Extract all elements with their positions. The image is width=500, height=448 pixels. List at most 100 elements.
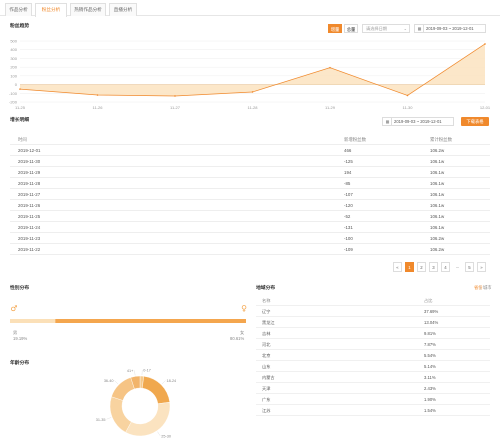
increment-toggle[interactable]: 增量 <box>328 24 342 33</box>
y-tick-label: 100 <box>10 73 17 78</box>
row-new-fans: 194 <box>344 170 352 175</box>
region-section-title: 地域分布 <box>256 286 276 291</box>
table-row: 2019-11-24 -131 106.1w <box>10 222 490 233</box>
table-row: 2019-11-28 -85 106.1w <box>10 178 490 189</box>
trend-date-range-text: 2019-09-03 ~ 2019-12-01 <box>426 26 474 31</box>
y-tick-label: -100 <box>9 91 18 96</box>
table-row: 2019-11-30 -125 106.1w <box>10 156 490 167</box>
row-date: 2019-11-24 <box>18 225 41 230</box>
total-toggle[interactable]: 总量 <box>344 24 358 33</box>
age-label-leader <box>114 380 119 385</box>
col-total-fans: 累计粉丝数 <box>430 137 452 142</box>
page-button-3[interactable]: 3 <box>429 262 438 272</box>
x-tick-label: 11-26 <box>93 105 104 110</box>
date-select[interactable]: 请选择日期 ⌄ <box>362 24 410 33</box>
row-new-fans: -131 <box>344 225 353 230</box>
region-row: 内蒙古 3.11% <box>256 373 490 383</box>
trend-area <box>20 43 485 96</box>
region-name: 吉林 <box>262 331 271 336</box>
region-name: 山东 <box>262 364 271 369</box>
region-name: 广东 <box>262 397 271 402</box>
calendar-icon: ▦ <box>384 118 392 125</box>
trend-point <box>329 66 331 69</box>
fans-trend-chart: 500 400 300 200 100 0 -100 -200 11-25 11-26 11-27… <box>9 39 491 111</box>
row-total-fans: 106.1w <box>430 214 445 219</box>
row-date: 2019-11-30 <box>18 159 41 164</box>
next-page-button[interactable]: » <box>477 262 486 272</box>
region-share: 5.54% <box>424 353 436 358</box>
col-share: 占比 <box>424 298 433 303</box>
tab-fans-analysis[interactable]: 粉丝分析 <box>35 3 67 17</box>
page-button-4[interactable]: 4 <box>441 262 450 272</box>
tab-hot-works-analysis[interactable]: 热销作品分析 <box>70 3 106 16</box>
details-date-range-picker[interactable]: ▦ 2019-09-03 ~ 2019-12-01 <box>382 117 454 126</box>
region-name: 黑龙江 <box>262 320 275 325</box>
row-total-fans: 106.2w <box>430 236 445 241</box>
y-tick-label: 300 <box>10 56 17 61</box>
row-date: 2019-11-28 <box>18 181 41 186</box>
age-label-leader <box>134 370 136 376</box>
region-share: 1.90% <box>424 397 436 402</box>
row-date: 2019-11-29 <box>18 170 41 175</box>
trend-point <box>174 95 176 97</box>
row-total-fans: 106.1w <box>430 181 445 186</box>
tab-live-analysis[interactable]: 直播分析 <box>109 3 137 16</box>
age-label-leader <box>106 417 112 420</box>
row-date: 2019-11-22 <box>18 247 41 252</box>
page-button-1[interactable]: 1 <box>405 262 414 272</box>
region-name: 天津 <box>262 386 271 391</box>
page-button-last[interactable]: 5 <box>465 262 474 272</box>
row-new-fans: -109 <box>344 247 353 252</box>
age-slice-label: 25-30 <box>161 434 171 438</box>
age-slice-label: 31-35 <box>96 418 106 422</box>
male-icon: ♂ <box>10 304 17 313</box>
region-share: 2.43% <box>424 386 436 391</box>
x-tick-label: 12-01 <box>480 105 491 110</box>
row-new-fans: 466 <box>344 148 352 153</box>
age-section-title: 年龄分布 <box>10 361 30 366</box>
age-label-leader <box>157 431 161 436</box>
trend-point <box>484 43 486 45</box>
y-tick-label: 500 <box>10 39 17 44</box>
female-bar-segment <box>55 319 247 323</box>
chevron-down-icon: ⌄ <box>403 26 407 31</box>
region-share: 13.04% <box>424 320 439 325</box>
x-tick-label: 11-25 <box>15 105 26 110</box>
trend-date-range-picker[interactable]: ▦ 2019-09-03 ~ 2019-12-01 <box>414 24 486 33</box>
date-select-placeholder: 请选择日期 <box>366 26 387 31</box>
prev-page-button[interactable]: « <box>393 262 402 272</box>
region-share: 1.54% <box>424 408 436 413</box>
download-table-button[interactable]: 下载表格 <box>461 117 489 126</box>
age-slice-label: 41+ <box>127 369 134 373</box>
region-row: 山东 5.14% <box>256 362 490 372</box>
row-new-fans: -100 <box>344 236 353 241</box>
trend-section-title: 粉丝趋势 <box>10 24 30 29</box>
region-row: 天津 2.43% <box>256 384 490 394</box>
table-row: 2019-11-22 -109 106.2w <box>10 244 490 255</box>
link-separator: | <box>480 285 482 290</box>
row-total-fans: 106.1w <box>430 225 445 230</box>
x-tick-label: 11-28 <box>248 105 259 110</box>
calendar-icon: ▦ <box>416 25 424 32</box>
age-slice-label: 36-40 <box>104 379 114 383</box>
col-new-fans: 新增粉丝数 <box>344 137 366 142</box>
row-new-fans: -125 <box>344 159 353 164</box>
city-link[interactable]: 城市 <box>483 285 492 290</box>
y-tick-label: 400 <box>10 47 17 52</box>
tab-works-analysis[interactable]: 作品分析 <box>5 3 32 16</box>
male-percent: 19.19% <box>13 336 28 341</box>
col-time: 时间 <box>18 137 27 142</box>
x-tick-label: 11-29 <box>325 105 336 110</box>
x-tick-label: 11-27 <box>170 105 181 110</box>
row-new-fans: -85 <box>344 181 351 186</box>
region-name: 河北 <box>262 342 271 347</box>
province-link[interactable]: 省份 <box>474 285 483 290</box>
details-date-range-text: 2019-09-03 ~ 2019-12-01 <box>394 119 442 124</box>
row-total-fans: 106.2w <box>430 247 445 252</box>
region-row: 辽宁 37.69% <box>256 307 490 317</box>
region-share: 37.69% <box>424 309 439 314</box>
page-button-2[interactable]: 2 <box>417 262 426 272</box>
x-tick-label: 11-30 <box>403 105 414 110</box>
age-slice <box>125 402 171 437</box>
row-total-fans: 106.1w <box>430 192 445 197</box>
